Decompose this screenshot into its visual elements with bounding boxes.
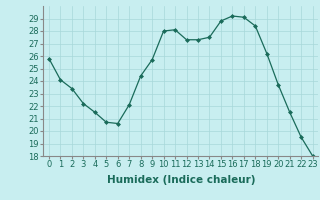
X-axis label: Humidex (Indice chaleur): Humidex (Indice chaleur) [107, 175, 255, 185]
